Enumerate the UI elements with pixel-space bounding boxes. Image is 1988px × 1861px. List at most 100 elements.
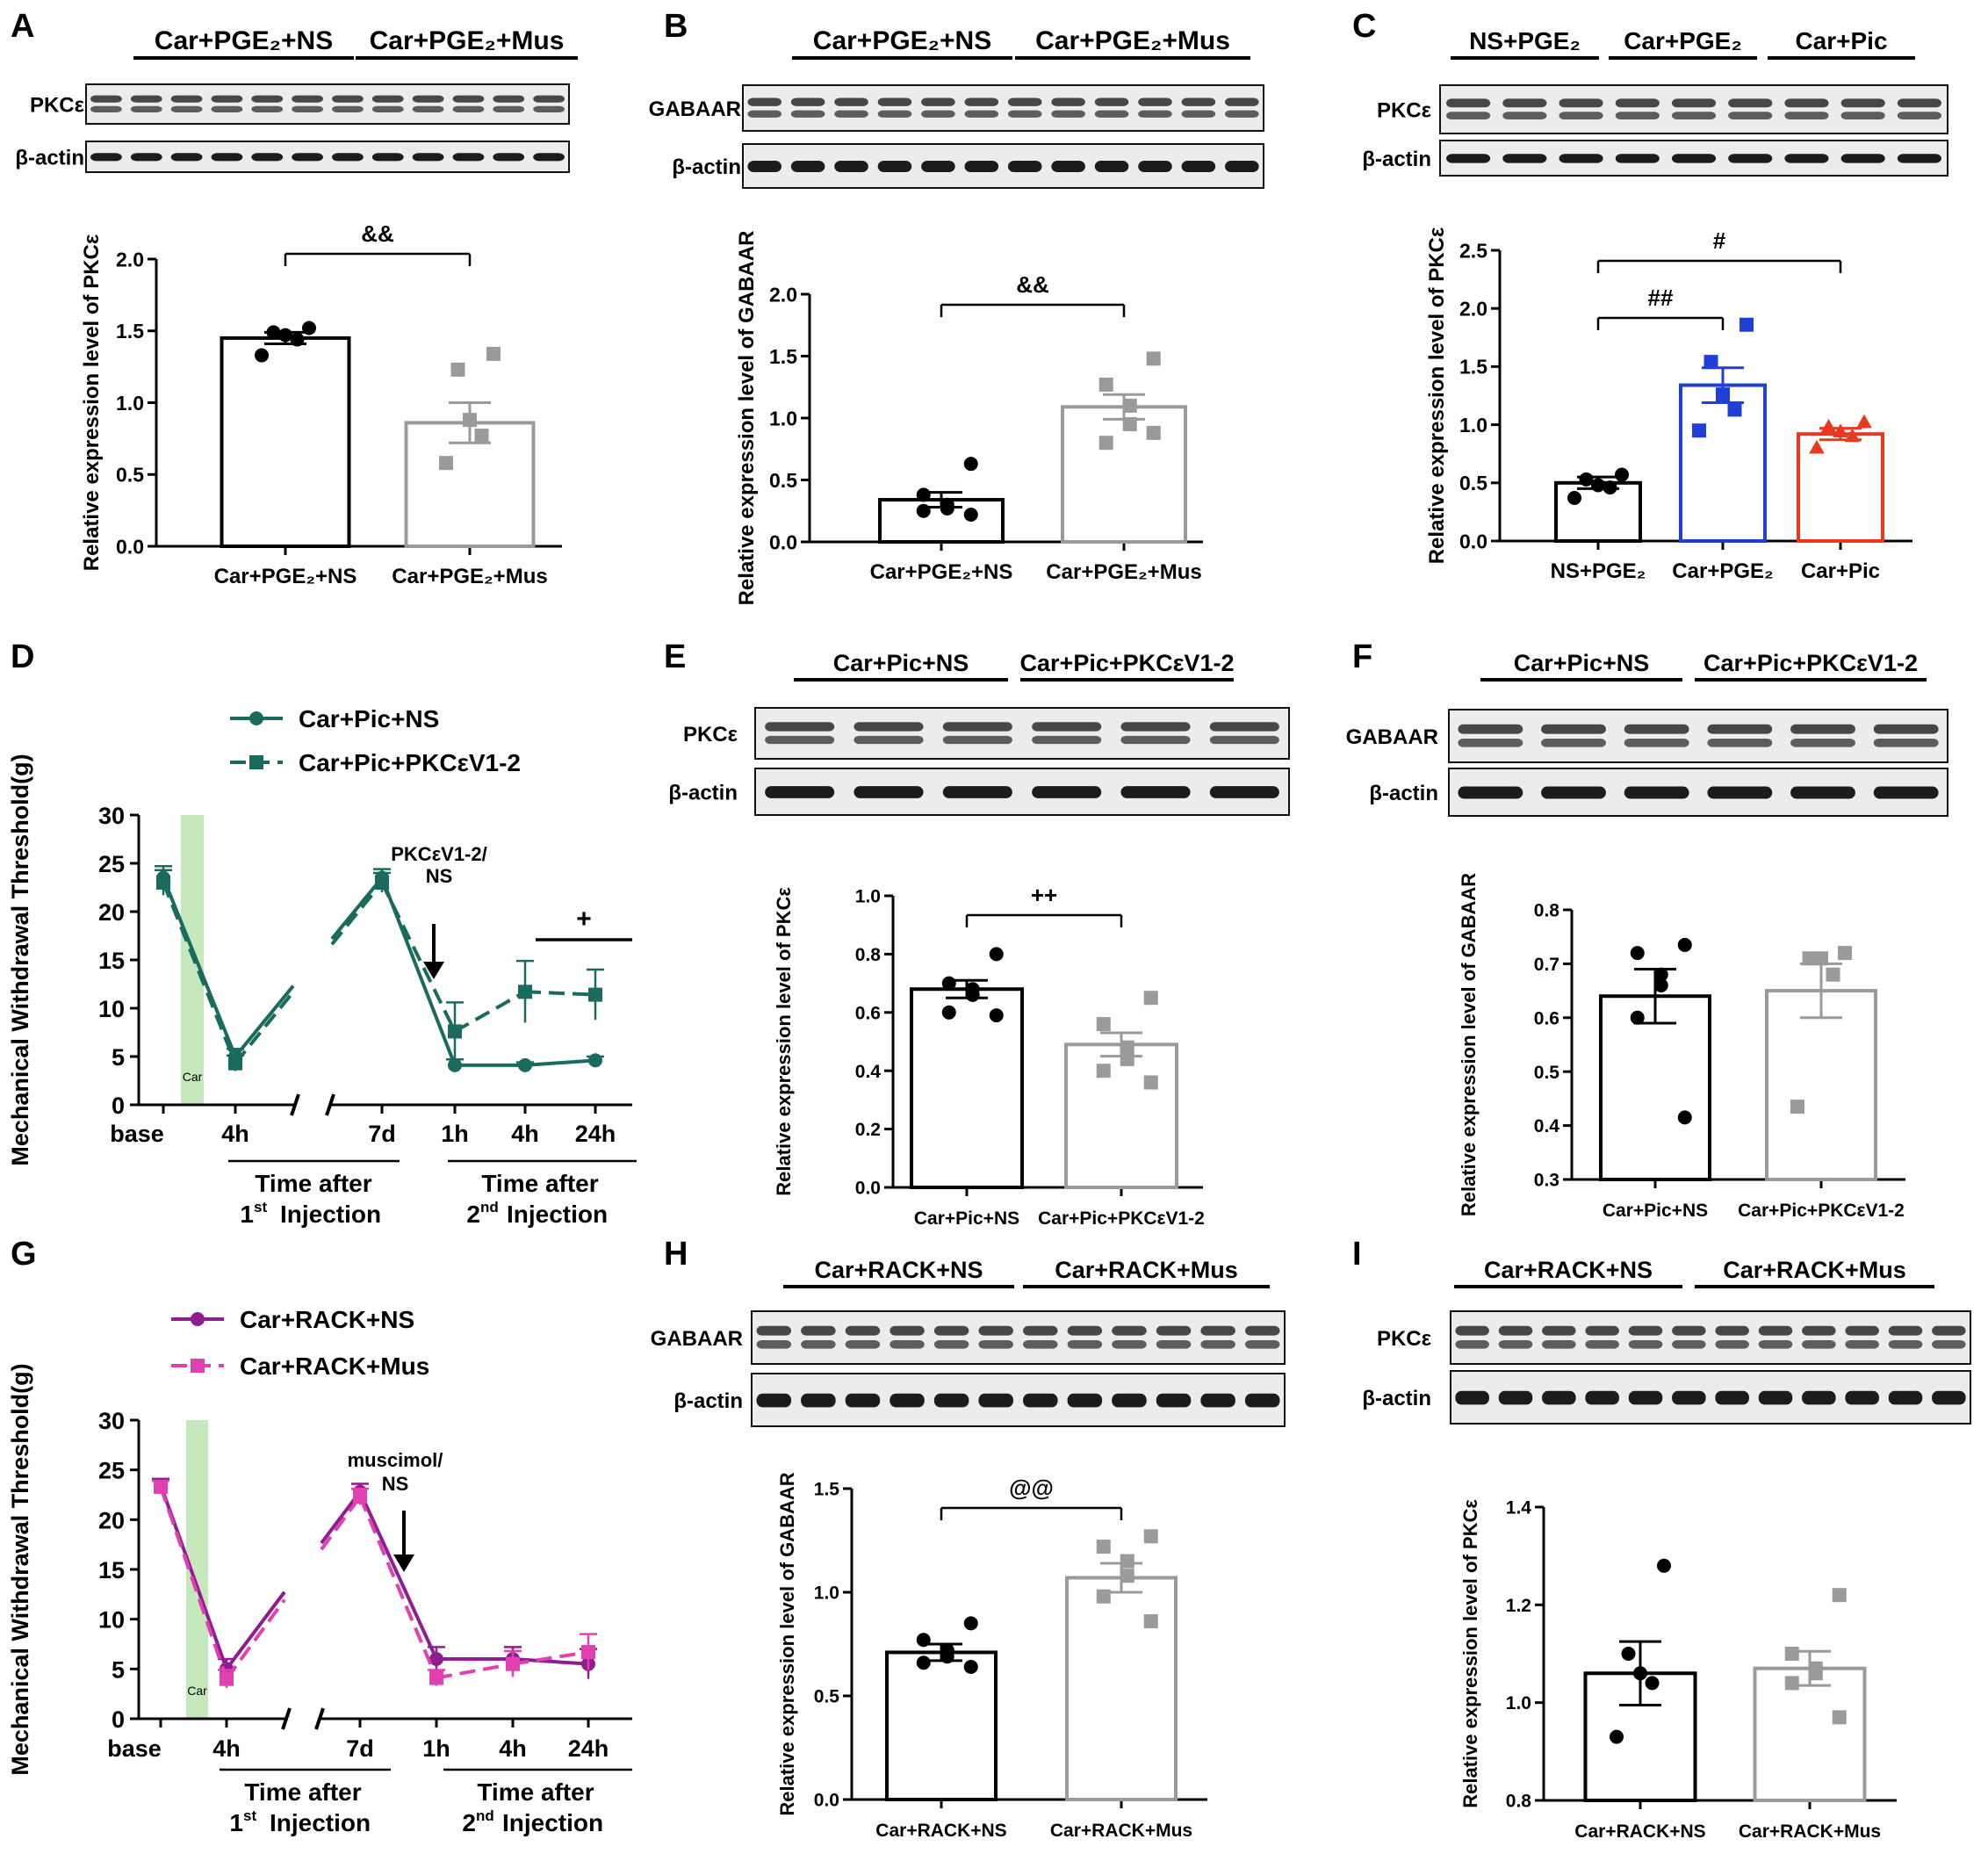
data-point — [506, 1656, 520, 1671]
blot-band — [747, 161, 782, 172]
blot-band — [1932, 1390, 1966, 1405]
legend-marker — [249, 755, 263, 769]
data-point — [941, 976, 956, 991]
data-point — [1146, 425, 1161, 440]
blot-band — [211, 105, 243, 112]
y-tick-label: 0.5 — [1459, 472, 1487, 494]
data-point — [450, 362, 465, 377]
data-point — [963, 457, 978, 472]
blot-band — [1023, 1340, 1058, 1349]
y-tick-label: 25 — [98, 1458, 125, 1484]
blot-band — [452, 105, 485, 112]
blot-band — [90, 95, 122, 103]
treatment-annotation: NS — [426, 865, 453, 887]
blot-band — [1244, 1393, 1280, 1408]
data-point — [1146, 351, 1161, 366]
blot-band — [1728, 154, 1773, 163]
x-tick-label: Car+PGE₂+NS — [214, 565, 357, 588]
blot-band — [1225, 97, 1259, 106]
blot-band — [1094, 110, 1129, 118]
blot-group-label: Car+RACK+NS — [814, 1257, 983, 1283]
blot-band — [1559, 112, 1603, 120]
blot-band — [1094, 161, 1129, 172]
blot-band — [130, 105, 162, 112]
data-point — [1844, 428, 1861, 443]
blot-band — [332, 95, 364, 103]
y-tick-label: 1.5 — [116, 320, 144, 343]
y-tick-label: 25 — [98, 851, 125, 877]
y-tick-label: 1.5 — [814, 1480, 840, 1500]
blot-row-label: GABAAR — [1346, 725, 1438, 749]
data-point — [220, 1671, 234, 1686]
treatment-annotation: muscimol/ — [348, 1449, 443, 1471]
data-point — [1784, 1676, 1799, 1691]
blot-band — [1671, 112, 1717, 120]
significance-label: @@ — [1009, 1475, 1054, 1501]
data-point — [1122, 398, 1137, 413]
blot-strip — [1448, 709, 1948, 763]
data-point — [255, 348, 269, 363]
data-point — [1802, 951, 1817, 966]
blot-band — [1672, 1325, 1706, 1336]
blot-band — [1559, 98, 1603, 108]
blot-band — [942, 722, 1012, 732]
series-line — [159, 1486, 228, 1680]
blot-band — [1672, 1340, 1706, 1349]
blot-band — [1628, 1325, 1663, 1336]
blot-band — [251, 105, 284, 112]
blot-band — [1181, 110, 1216, 118]
x-group-label: 1 — [229, 1809, 243, 1836]
series-line — [524, 990, 596, 997]
blot-group-label: Car+PGE₂+NS — [155, 26, 333, 55]
blot-band — [1120, 735, 1191, 745]
blot-band — [845, 1325, 881, 1336]
blot-band — [1542, 1340, 1576, 1349]
blot-band — [1032, 786, 1102, 798]
x-group-label: 1 — [240, 1201, 254, 1228]
y-axis-label: Mechanical Withdrawal Threshold(g) — [7, 754, 33, 1165]
data-point — [963, 1616, 978, 1631]
blot-band — [1542, 1390, 1576, 1405]
blot-band — [412, 105, 444, 112]
data-point — [963, 1659, 978, 1674]
data-point — [940, 501, 954, 516]
data-point — [1096, 1017, 1111, 1032]
blot-band — [765, 722, 835, 732]
data-point — [1677, 1110, 1692, 1125]
blot-band — [1138, 161, 1172, 172]
blot-band — [1067, 1340, 1103, 1349]
blot-band — [1888, 1340, 1923, 1349]
data-point — [1098, 436, 1113, 451]
blot-band — [90, 105, 122, 112]
blot-band — [854, 786, 924, 798]
data-point — [290, 332, 305, 347]
data-point — [1630, 946, 1645, 961]
blot-band — [1542, 1325, 1576, 1336]
blot-row-label: β-actin — [673, 1389, 743, 1413]
x-group-label: Time after — [481, 1170, 598, 1197]
blot-band — [756, 1393, 792, 1408]
blot-band — [1840, 98, 1885, 108]
y-tick-label: 0.0 — [814, 1791, 839, 1811]
blot-band — [1585, 1390, 1619, 1405]
data-point — [989, 947, 1004, 962]
western-blot-b: Car+PGE₂+NS Car+PGE₂+Mus GABAAR β-actin — [649, 26, 1264, 189]
data-point — [989, 1008, 1004, 1023]
series-line — [358, 1496, 438, 1679]
data-point — [375, 876, 389, 890]
blot-band — [1032, 722, 1102, 732]
blot-band — [1873, 724, 1939, 734]
bar-chart-c: 0.0 0.5 1.0 1.5 2.0 2.5 Relative expression le… — [1425, 227, 1912, 583]
blot-strip — [1450, 1370, 1971, 1425]
data-point — [1122, 417, 1137, 432]
blot-band — [1845, 1325, 1879, 1336]
blot-band — [1784, 98, 1829, 108]
legend-marker — [191, 1359, 205, 1373]
data-point — [1856, 414, 1872, 429]
panel-letter-i: I — [1352, 1236, 1362, 1273]
blot-band — [801, 1340, 836, 1349]
blot-band — [933, 1340, 969, 1349]
blot-row-label: PKCε — [30, 94, 84, 118]
bar — [885, 1650, 998, 1801]
